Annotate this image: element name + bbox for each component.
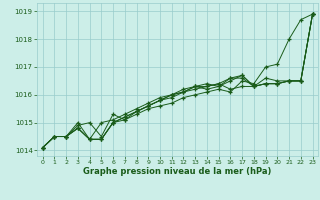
X-axis label: Graphe pression niveau de la mer (hPa): Graphe pression niveau de la mer (hPa) (84, 167, 272, 176)
